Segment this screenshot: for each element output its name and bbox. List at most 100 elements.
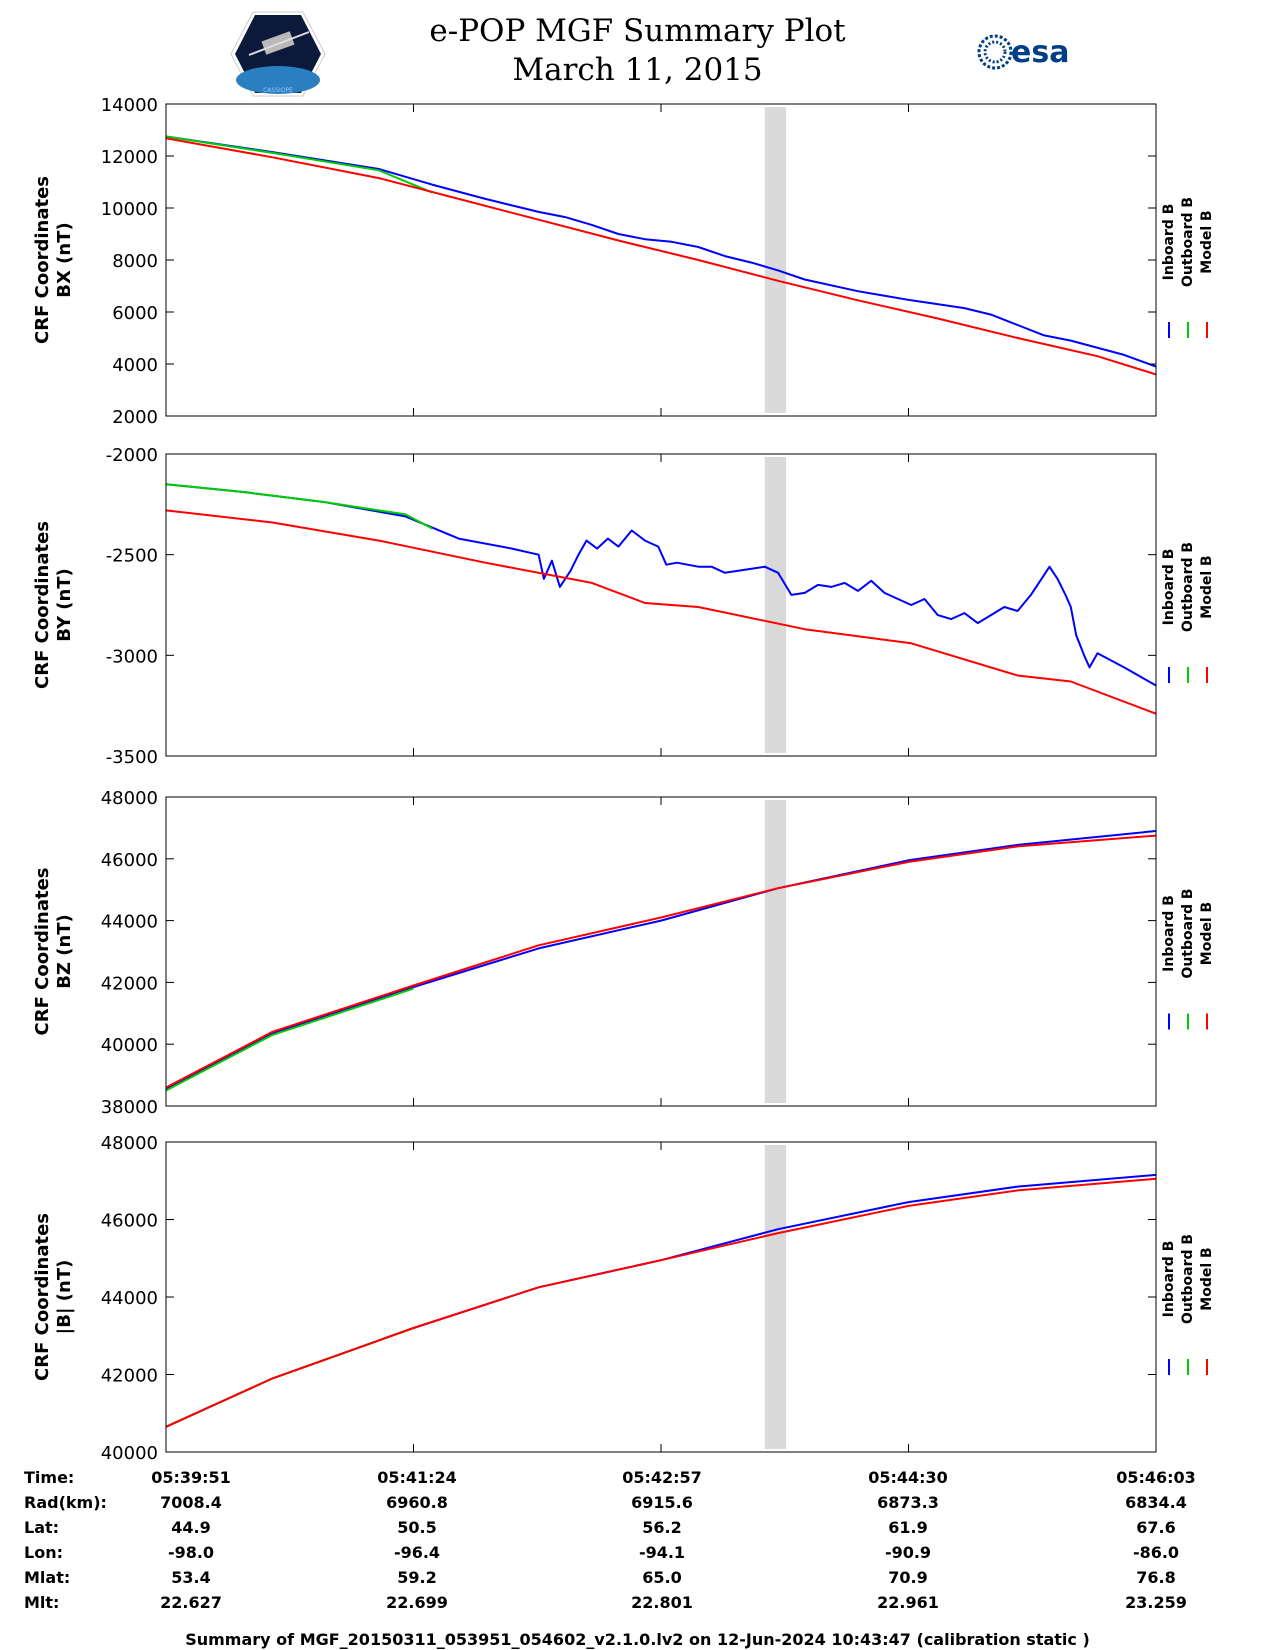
y-axis-label-line-1: CRF Coordinates xyxy=(32,1213,53,1381)
series-line-outboard-b xyxy=(165,987,414,1092)
series-line-outboard-b xyxy=(165,483,433,530)
ephemeris-label: Rad(km): xyxy=(24,1493,107,1512)
series-line-model-b xyxy=(165,834,1157,1089)
legend: Inboard B Outboard B Model B xyxy=(1161,542,1215,683)
footer-caption: Summary of MGF_20150311_053951_054602_v2… xyxy=(185,1630,1090,1649)
y-axis-label-line-2: BX (nT) xyxy=(54,222,75,297)
legend-label: Model B xyxy=(1199,210,1215,273)
logo-left-text: CASSIOPE xyxy=(263,87,293,94)
legend: Inboard B Outboard B Model B xyxy=(1161,197,1215,338)
legend-label: Inboard B xyxy=(1161,1241,1177,1318)
series-line-inboard-b xyxy=(165,483,1157,687)
series-line-inboard-b xyxy=(165,135,1157,368)
data-gap-band xyxy=(764,1145,787,1449)
ephemeris-label: Lon: xyxy=(24,1543,63,1562)
y-axis-label-line-1: CRF Coordinates xyxy=(32,176,53,344)
ephemeris-value: 22.699 xyxy=(386,1593,448,1612)
y-axis-label-line-1: CRF Coordinates xyxy=(32,868,53,1036)
y-axis-label: CRF CoordinatesBX (nT) xyxy=(32,176,75,344)
legend-label: Inboard B xyxy=(1161,895,1177,972)
y-axis-label-line-2: |B| (nT) xyxy=(54,1260,75,1335)
ephemeris-value: -96.4 xyxy=(393,1543,441,1562)
y-axis-label-line-2: BZ (nT) xyxy=(54,914,75,989)
y-tick-label: 40000 xyxy=(101,1443,158,1464)
y-tick-label: -3500 xyxy=(106,747,158,768)
y-tick-label: 46000 xyxy=(101,1211,158,1232)
ephemeris-value: 23.259 xyxy=(1125,1593,1187,1612)
ephemeris-value: 61.9 xyxy=(888,1518,928,1537)
y-tick-label: -2000 xyxy=(106,445,158,466)
y-axis-label-line-2: BY (nT) xyxy=(54,568,75,642)
title-line-2: March 11, 2015 xyxy=(512,52,763,88)
ephemeris-value: 6834.4 xyxy=(1125,1493,1187,1512)
cassiope-logo: CASSIOPE xyxy=(230,11,326,97)
page-title: e-POP MGF Summary Plot March 11, 2015 xyxy=(0,12,1275,90)
y-tick-label: 8000 xyxy=(112,251,158,272)
ephemeris-value: 05:42:57 xyxy=(622,1468,702,1487)
y-tick-label: 4000 xyxy=(112,355,158,376)
y-tick-label: 6000 xyxy=(112,303,158,324)
ephemeris-value: 05:44:30 xyxy=(868,1468,948,1487)
panel-2: -3500 -3000 -2500 -2000 CRF CoordinatesBY (n… xyxy=(32,445,1215,768)
panel-3: 38000 40000 42000 44000 46000 48000 CRF Coordi… xyxy=(32,788,1215,1118)
y-tick-label: 48000 xyxy=(101,788,158,809)
panel-1: 2000 4000 6000 8000 10000 12000 14000 CRF Coord… xyxy=(32,95,1215,428)
logo-right-text: esa xyxy=(1011,35,1069,70)
y-tick-label: 2000 xyxy=(112,407,158,428)
ephemeris-value: 7008.4 xyxy=(160,1493,222,1512)
esa-logo: esa xyxy=(977,34,1069,70)
ephemeris-value: 22.801 xyxy=(631,1593,693,1612)
ephemeris-value: 50.5 xyxy=(397,1518,437,1537)
title-line-1: e-POP MGF Summary Plot xyxy=(429,13,846,49)
ephemeris-value: -98.0 xyxy=(167,1543,215,1562)
legend-label: Inboard B xyxy=(1161,204,1177,281)
series-line-model-b xyxy=(165,1177,1157,1428)
ephemeris-value: 56.2 xyxy=(642,1518,682,1537)
ephemeris-value: 53.4 xyxy=(171,1568,211,1587)
y-axis-label-line-1: CRF Coordinates xyxy=(32,521,53,689)
ephemeris-value: 05:46:03 xyxy=(1116,1468,1196,1487)
ephemeris-label: Mlat: xyxy=(24,1568,71,1587)
panel-4: 40000 42000 44000 46000 48000 CRF Coordinates… xyxy=(32,1133,1215,1464)
legend-label: Outboard B xyxy=(1180,542,1196,632)
legend-label: Outboard B xyxy=(1180,1234,1196,1324)
ephemeris-value: -94.1 xyxy=(638,1543,686,1562)
y-tick-label: 12000 xyxy=(101,147,158,168)
legend-label: Outboard B xyxy=(1180,888,1196,978)
y-tick-label: 14000 xyxy=(101,95,158,116)
series-line-model-b xyxy=(165,137,1157,376)
ephemeris-value: 44.9 xyxy=(171,1518,211,1537)
data-gap-band xyxy=(764,800,787,1103)
y-tick-label: 10000 xyxy=(101,199,158,220)
series-line-outboard-b xyxy=(165,135,433,194)
y-tick-label: 42000 xyxy=(101,1366,158,1387)
legend-label: Outboard B xyxy=(1180,197,1196,287)
legend-label: Model B xyxy=(1199,555,1215,618)
y-tick-label: 42000 xyxy=(101,973,158,994)
legend-label: Model B xyxy=(1199,1247,1215,1310)
y-tick-label: 48000 xyxy=(101,1133,158,1154)
y-tick-label: -3000 xyxy=(106,646,158,667)
ephemeris-value: 05:41:24 xyxy=(377,1468,457,1487)
series-line-model-b xyxy=(165,509,1157,715)
legend-label: Model B xyxy=(1199,902,1215,965)
y-axis-label: CRF CoordinatesBZ (nT) xyxy=(32,868,75,1036)
series-line-inboard-b xyxy=(165,830,1157,1090)
ephemeris-value: 6873.3 xyxy=(877,1493,939,1512)
ephemeris-value: 70.9 xyxy=(888,1568,928,1587)
ephemeris-value: 67.6 xyxy=(1136,1518,1176,1537)
ephemeris-value: -90.9 xyxy=(884,1543,932,1562)
y-tick-label: 44000 xyxy=(101,912,158,933)
legend: Inboard B Outboard B Model B xyxy=(1161,888,1215,1030)
y-tick-label: -2500 xyxy=(106,546,158,567)
ephemeris-value: 22.627 xyxy=(160,1593,222,1612)
ephemeris-value: 6960.8 xyxy=(386,1493,448,1512)
ephemeris-value: 05:39:51 xyxy=(151,1468,231,1487)
ephemeris-value: 65.0 xyxy=(642,1568,682,1587)
y-tick-label: 40000 xyxy=(101,1035,158,1056)
ephemeris-value: -86.0 xyxy=(1132,1543,1180,1562)
ephemeris-label: Time: xyxy=(24,1468,75,1487)
legend: Inboard B Outboard B Model B xyxy=(1161,1234,1215,1375)
